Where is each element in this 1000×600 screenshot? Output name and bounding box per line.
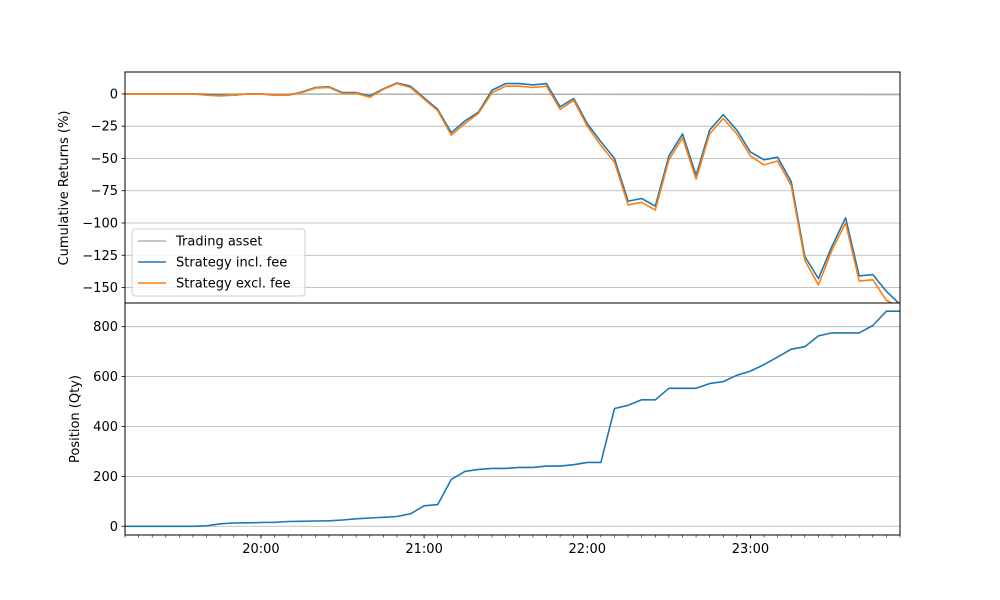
returns-y-tick-label: −150 (82, 281, 118, 296)
position-series (125, 310, 900, 528)
position-grid (125, 326, 900, 527)
position-panel: 0 200 400 600 800 20:00 21:00 22:00 23:00 Posit… (68, 302, 901, 557)
legend-box (131, 228, 306, 297)
legend-label-strategy-incl-fee: Strategy incl. fee (176, 256, 287, 271)
returns-y-tick-label: −50 (91, 152, 118, 167)
position-y-tick-label: 400 (93, 420, 118, 435)
position-y-tick-label: 200 (93, 470, 118, 485)
position-y-ticks: 0 200 400 600 800 (93, 320, 125, 535)
returns-series (125, 82, 900, 303)
position-y-tick-label: 800 (93, 320, 118, 335)
x-tick-label: 20:00 (242, 542, 279, 557)
returns-y-axis-label: Cumulative Returns (%) (57, 111, 72, 266)
x-tick-label: 21:00 (405, 542, 442, 557)
position-y-tick-label: 0 (110, 520, 118, 535)
returns-y-tick-label: −75 (91, 184, 118, 199)
returns-series-line-strategy-excl-fee (125, 82, 894, 303)
legend-label-trading-asset: Trading asset (175, 235, 262, 250)
returns-y-tick-label: 0 (110, 87, 118, 102)
x-tick-label: 23:00 (732, 542, 769, 557)
returns-y-ticks: 0 −25 −50 −75 −100 −125 −150 (82, 87, 125, 296)
position-axes-frame (124, 302, 901, 536)
returns-y-tick-label: −125 (82, 249, 118, 264)
position-x-ticks: 20:00 21:00 22:00 23:00 (124, 535, 901, 557)
x-tick-label: 22:00 (569, 542, 606, 557)
position-y-axis-label: Position (Qty) (68, 375, 83, 463)
position-series-line-position (125, 310, 900, 528)
position-y-tick-label: 600 (93, 370, 118, 385)
returns-y-tick-label: −25 (91, 120, 118, 135)
legend: Trading asset Strategy incl. fee Strateg… (131, 228, 306, 297)
legend-label-strategy-excl-fee: Strategy excl. fee (176, 277, 291, 292)
returns-y-tick-label: −100 (82, 216, 118, 231)
